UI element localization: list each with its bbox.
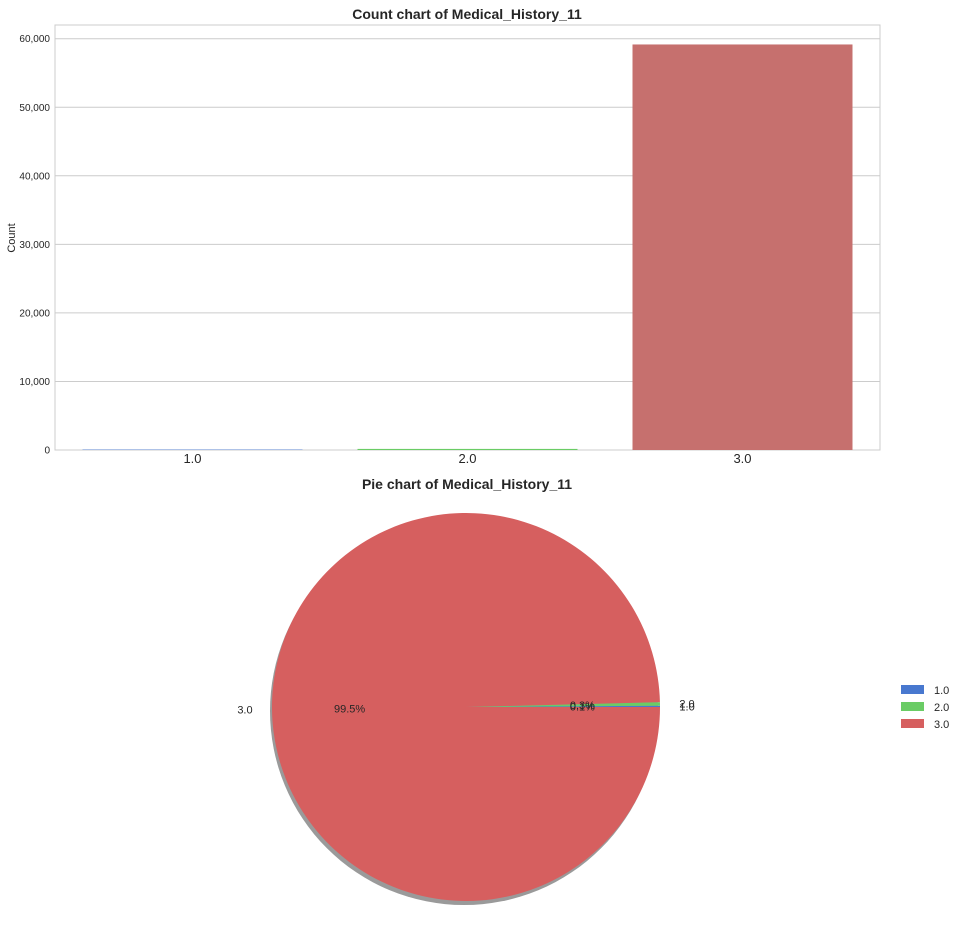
bar-y-tick-label: 0 [44,446,50,457]
bar-y-tick-label: 20,000 [19,308,50,319]
legend-label: 3.0 [934,719,949,731]
bar-y-axis-label: Count [6,223,18,252]
bar-2.0 [358,449,578,450]
bar-y-tick-label: 30,000 [19,240,50,251]
bar-3.0 [633,44,853,450]
bar-x-tick-label: 2.0 [458,451,476,466]
bar-x-tick-labels: 1.0 2.0 3.0 [183,451,751,466]
pie-chart: Pie chart of Medical_History_11 1.00.1%2… [237,476,949,905]
pie-category-label: 3.0 [237,705,252,717]
legend-swatch [901,702,924,711]
pie-slices [272,513,660,901]
bar-chart: Count chart of Medical_History_11 0 10,00… [6,6,880,466]
pie-chart-title: Pie chart of Medical_History_11 [362,476,572,492]
pie-percent-label: 99.5% [334,703,365,715]
pie-category-label: 2.0 [679,699,694,711]
legend-swatch [901,719,924,728]
bar-y-tick-label: 50,000 [19,103,50,114]
bar-chart-title: Count chart of Medical_History_11 [352,6,582,22]
legend-label: 1.0 [934,685,949,697]
bar-x-tick-label: 3.0 [733,451,751,466]
legend-label: 2.0 [934,702,949,714]
legend-swatch [901,685,924,694]
bar-y-tick-labels: 0 10,000 20,000 30,000 40,000 50,000 60,000 [19,34,50,456]
bar-x-tick-label: 1.0 [183,451,201,466]
pie-percent-label: 0.3% [570,700,595,712]
pie-legend: 1.0 2.0 3.0 [901,685,949,731]
bar-y-tick-label: 40,000 [19,171,50,182]
bar-y-tick-label: 60,000 [19,34,50,45]
bar-y-tick-label: 10,000 [19,377,50,388]
